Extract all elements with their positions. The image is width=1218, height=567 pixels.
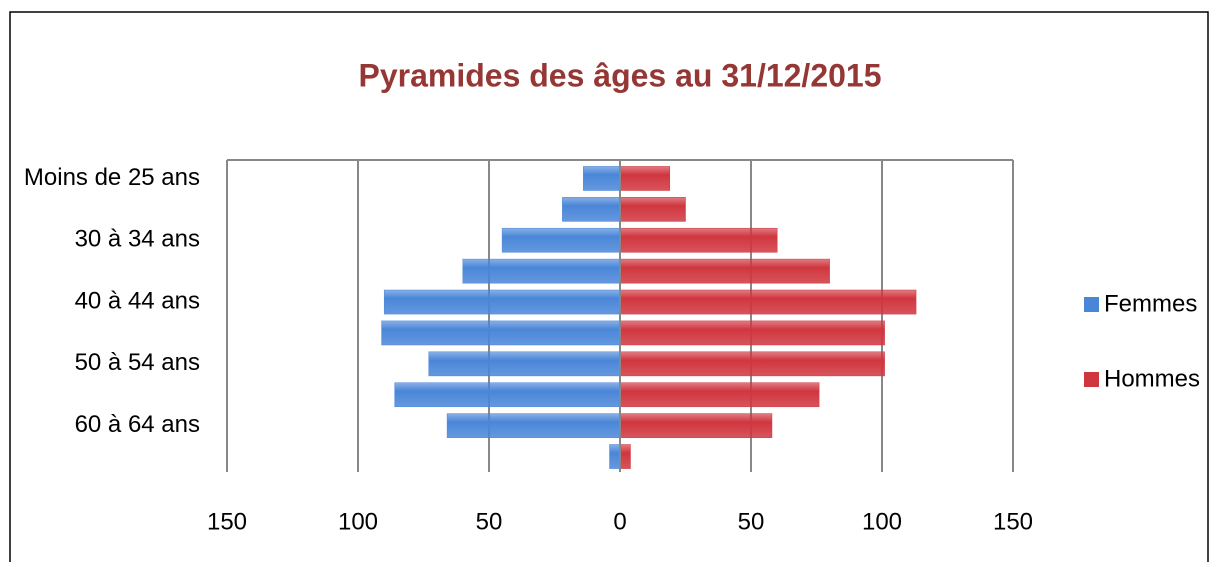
bar bbox=[562, 197, 621, 222]
bar bbox=[619, 320, 885, 346]
bar bbox=[381, 320, 621, 346]
bar bbox=[619, 444, 631, 469]
bar bbox=[619, 413, 773, 438]
chart-frame bbox=[9, 11, 1209, 567]
y-tick-label: 40 à 44 ans bbox=[75, 287, 200, 314]
bar bbox=[383, 289, 621, 315]
bar bbox=[446, 413, 621, 438]
y-tick-label: 60 à 64 ans bbox=[75, 411, 200, 438]
chart-title: Pyramides des âges au 31/12/2015 bbox=[358, 57, 881, 93]
bar bbox=[609, 444, 621, 469]
bar bbox=[619, 258, 830, 284]
bar bbox=[619, 197, 686, 222]
y-tick-label: 30 à 34 ans bbox=[75, 226, 200, 253]
legend-swatch bbox=[1084, 297, 1099, 312]
legend-label: Hommes bbox=[1104, 365, 1200, 392]
bar bbox=[619, 166, 671, 191]
bar bbox=[394, 382, 621, 408]
bar bbox=[583, 166, 621, 191]
x-tick-label: 0 bbox=[613, 508, 626, 535]
x-tick-label: 100 bbox=[338, 508, 378, 535]
bar bbox=[619, 382, 820, 408]
bar bbox=[619, 351, 885, 377]
bar bbox=[501, 227, 621, 253]
x-tick-label: 150 bbox=[993, 508, 1033, 535]
y-tick-label: Moins de 25 ans bbox=[24, 164, 200, 191]
x-tick-label: 150 bbox=[207, 508, 247, 535]
x-tick-label: 100 bbox=[862, 508, 902, 535]
bar bbox=[428, 351, 621, 377]
y-tick-label: 50 à 54 ans bbox=[75, 349, 200, 376]
bar bbox=[619, 289, 917, 315]
legend-label: Femmes bbox=[1104, 290, 1197, 317]
legend-swatch bbox=[1084, 372, 1099, 387]
bar bbox=[619, 227, 778, 253]
bar bbox=[462, 258, 621, 284]
x-tick-label: 50 bbox=[738, 508, 765, 535]
x-tick-label: 50 bbox=[476, 508, 503, 535]
